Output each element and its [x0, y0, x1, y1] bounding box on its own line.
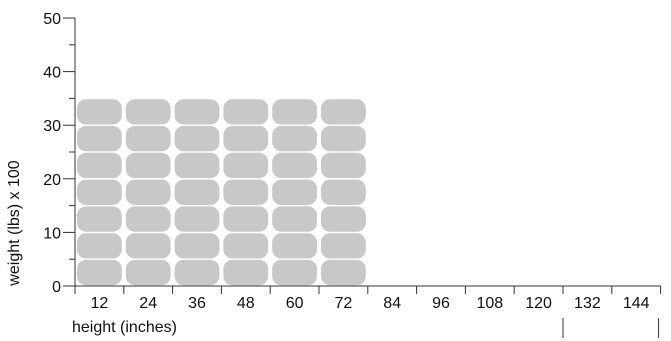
bar-segment: [77, 152, 122, 179]
bar-segment: [174, 206, 220, 232]
bar-segment: [321, 126, 366, 152]
x-tick-label: 84: [383, 295, 401, 312]
bar-segment: [223, 152, 269, 179]
x-tick-label: 60: [286, 295, 304, 312]
bar-segment: [272, 179, 317, 205]
y-tick-label: 40: [43, 65, 61, 82]
bar-segment: [174, 259, 220, 286]
bar-segment: [272, 152, 317, 179]
x-tick-label: 132: [574, 295, 601, 312]
x-tick-label: 12: [91, 295, 109, 312]
bar-72: [321, 99, 366, 286]
bars-layer: [77, 99, 366, 286]
bar-segment: [223, 99, 269, 125]
x-tick-label: 36: [188, 295, 206, 312]
bar-segment: [125, 206, 171, 232]
bar-segment: [272, 99, 317, 125]
bar-segment: [223, 233, 269, 259]
bar-segment: [77, 206, 122, 232]
bar-segment: [223, 179, 269, 205]
bar-segment: [223, 206, 269, 232]
x-tick-label: 108: [476, 295, 503, 312]
bar-segment: [272, 126, 317, 152]
bar-segment: [77, 179, 122, 205]
x-tick-label: 72: [335, 295, 353, 312]
bar-segment: [174, 152, 220, 179]
x-tick-label: 120: [525, 295, 552, 312]
labels-layer: height (inches) weight (lbs) x 100 0 10 20…: [6, 11, 650, 336]
x-axis-title: height (inches): [72, 319, 177, 336]
y-tick-label: 10: [43, 225, 61, 242]
bar-segment: [321, 259, 366, 286]
bar-segment: [125, 126, 171, 152]
bar-segment: [77, 259, 122, 286]
x-tick-label: 48: [237, 295, 255, 312]
bar-48: [223, 99, 269, 286]
y-axis-title: weight (lbs) x 100: [6, 160, 23, 286]
bar-segment: [321, 179, 366, 205]
bar-segment: [174, 233, 220, 259]
bar-segment: [223, 126, 269, 152]
x-tick-label: 144: [623, 295, 650, 312]
bar-24: [125, 99, 171, 286]
bar-36: [174, 99, 220, 286]
bar-segment: [174, 126, 220, 152]
y-tick-label: 20: [43, 172, 61, 189]
axes-layer: [63, 17, 662, 338]
bar-segment: [125, 179, 171, 205]
bar-segment: [321, 99, 366, 125]
bar-segment: [272, 233, 317, 259]
bar-segment: [77, 99, 122, 125]
bar-segment: [223, 259, 269, 286]
bar-segment: [125, 259, 171, 286]
x-tick-label: 24: [139, 295, 157, 312]
bar-segment: [321, 233, 366, 259]
bar-60: [272, 99, 317, 286]
bar-segment: [321, 206, 366, 232]
y-tick-label: 0: [52, 279, 61, 296]
bar-segment: [272, 259, 317, 286]
bar-segment: [125, 233, 171, 259]
bar-segment: [272, 206, 317, 232]
bar-segment: [125, 99, 171, 125]
y-tick-label: 50: [43, 11, 61, 28]
bar-segment: [321, 152, 366, 179]
bar-12: [77, 99, 122, 286]
bar-segment: [77, 233, 122, 259]
bar-segment: [77, 126, 122, 152]
bar-segment: [174, 179, 220, 205]
bar-segment: [174, 99, 220, 125]
x-tick-label: 96: [432, 295, 450, 312]
y-tick-label: 30: [43, 118, 61, 135]
bar-segment: [125, 152, 171, 179]
